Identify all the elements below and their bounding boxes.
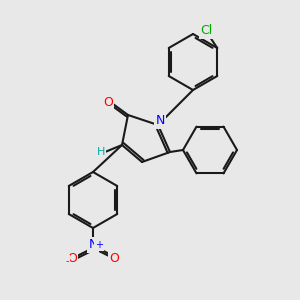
Text: N: N <box>88 238 98 251</box>
Text: N: N <box>155 115 165 128</box>
Text: Cl: Cl <box>200 25 212 38</box>
Text: H: H <box>97 147 105 157</box>
Text: +: + <box>95 240 103 250</box>
Text: -: - <box>65 256 69 266</box>
Text: O: O <box>103 95 113 109</box>
Text: O: O <box>109 251 119 265</box>
Text: O: O <box>67 251 77 265</box>
